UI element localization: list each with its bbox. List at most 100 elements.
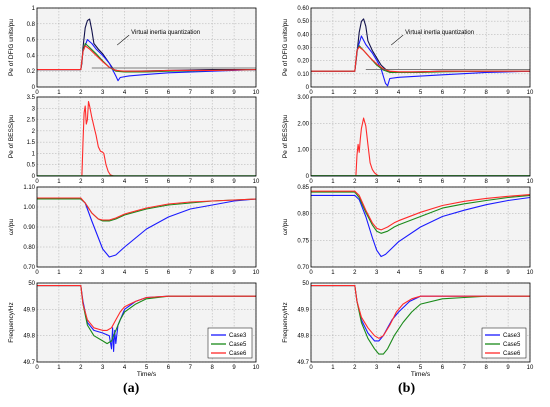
x-tick-label: 10 bbox=[527, 90, 534, 96]
x-tick-label: 8 bbox=[485, 270, 489, 276]
y-tick-label: 3.5 bbox=[27, 95, 36, 101]
caption-a: (a) bbox=[123, 381, 140, 396]
y-tick-label: 1.00 bbox=[297, 148, 309, 154]
y-tick-label: 0.70 bbox=[23, 265, 35, 271]
x-tick-label: 8 bbox=[485, 365, 489, 371]
series-line-case3 bbox=[311, 194, 531, 258]
x-tick-label: 5 bbox=[419, 270, 423, 276]
x-tick-label: 9 bbox=[506, 365, 510, 371]
plot-frame-a1 bbox=[36, 7, 257, 88]
y-tick-label: 0.2 bbox=[27, 69, 36, 75]
x-tick-label: 2 bbox=[79, 365, 83, 371]
x-tick-label: 8 bbox=[485, 90, 489, 96]
x-tick-label: 1 bbox=[57, 179, 61, 185]
x-tick-label: 4 bbox=[123, 365, 127, 371]
y-tick-label: 49.8 bbox=[297, 334, 309, 340]
x-tick-label: 9 bbox=[232, 270, 236, 276]
series-line-case3 bbox=[37, 198, 257, 258]
y-tick-label: 50 bbox=[302, 281, 309, 287]
x-tick-label: 3 bbox=[375, 270, 379, 276]
x-tick-label: 7 bbox=[463, 365, 467, 371]
x-tick-label: 4 bbox=[397, 365, 401, 371]
plot-frame-b1 bbox=[310, 7, 531, 88]
x-tick-label: 9 bbox=[232, 179, 236, 185]
x-tick-label: 10 bbox=[527, 179, 534, 185]
x-tick-label: 10 bbox=[527, 270, 534, 276]
plot-frame-a2 bbox=[36, 96, 257, 177]
chart-b3: 0.70 0.75 0.80 0.85 0 1 2 3 4 5 6 7 8 9 10 ωr/pu bbox=[282, 185, 534, 276]
y-axis-label: ωr/pu bbox=[282, 218, 289, 235]
chart-a2: 0 0.5 1 1.5 2 2.5 3 3.5 0 1 2 3 4 5 6 7 8 9 10 Pe of BESS/p… bbox=[8, 95, 260, 185]
y-tick-label: 2.5 bbox=[27, 118, 36, 124]
chart-a4: 49.7 49.8 49.9 50 0 1 2 3 4 5 6 7 8 9 10 Frequency/Hz Ti… bbox=[8, 281, 260, 378]
y-axis-label: Pe of DFIG units/pu bbox=[8, 19, 15, 76]
x-tick-label: 1 bbox=[57, 365, 61, 371]
y-tick-label: 0.5 bbox=[27, 163, 36, 169]
y-tick-label: 49.8 bbox=[23, 334, 35, 340]
x-tick-label: 2 bbox=[79, 270, 83, 276]
y-axis-label: Pe of BESS/pu bbox=[8, 114, 15, 158]
y-tick-label: 2 bbox=[32, 129, 36, 135]
x-tick-label: 7 bbox=[463, 179, 467, 185]
x-tick-label: 6 bbox=[167, 90, 171, 96]
x-tick-label: 3 bbox=[101, 179, 105, 185]
x-axis-label: Time/s bbox=[137, 371, 157, 378]
x-tick-label: 4 bbox=[123, 179, 127, 185]
x-tick-label: 0 bbox=[309, 270, 313, 276]
x-tick-label: 6 bbox=[441, 90, 445, 96]
x-tick-label: 9 bbox=[232, 90, 236, 96]
x-tick-label: 4 bbox=[123, 270, 127, 276]
x-tick-label: 4 bbox=[123, 90, 127, 96]
x-tick-label: 1 bbox=[57, 270, 61, 276]
legend-label: Case3 bbox=[503, 333, 521, 339]
legend-label: Case3 bbox=[229, 333, 247, 339]
series-line-case5 bbox=[311, 191, 531, 234]
x-tick-label: 6 bbox=[167, 270, 171, 276]
series-line-case6 bbox=[311, 46, 530, 73]
x-tick-label: 8 bbox=[211, 179, 215, 185]
x-tick-label: 10 bbox=[253, 365, 260, 371]
y-tick-label: 0.8 bbox=[27, 22, 36, 28]
series-line-case6 bbox=[37, 197, 257, 221]
chart-b1: 0 0.10 0.20 0.30 0.40 0.50 0.60 0 1 2 3 4 5 6 7 8 9 10 Pe … bbox=[282, 6, 534, 96]
x-tick-label: 2 bbox=[79, 90, 83, 96]
y-tick-label: 0 bbox=[306, 174, 310, 180]
x-tick-label: 1 bbox=[331, 365, 335, 371]
x-tick-label: 1 bbox=[331, 270, 335, 276]
y-tick-label: 1.00 bbox=[23, 205, 35, 211]
y-tick-label: 0 bbox=[306, 85, 310, 91]
y-tick-label: 1 bbox=[32, 151, 36, 157]
legend-label: Case5 bbox=[503, 342, 521, 348]
y-tick-label: 0.40 bbox=[297, 32, 309, 38]
annotation-label: Virtual inertia quantization bbox=[405, 30, 474, 36]
x-tick-label: 10 bbox=[527, 365, 534, 371]
x-tick-label: 9 bbox=[506, 90, 510, 96]
x-tick-label: 6 bbox=[441, 365, 445, 371]
x-tick-label: 2 bbox=[353, 365, 357, 371]
x-tick-label: 9 bbox=[232, 365, 236, 371]
x-tick-label: 7 bbox=[189, 270, 193, 276]
x-tick-label: 5 bbox=[145, 270, 149, 276]
series-line-case6 bbox=[37, 100, 256, 177]
plot-frame-b2 bbox=[310, 96, 531, 177]
x-tick-label: 4 bbox=[397, 270, 401, 276]
y-tick-label: 0.90 bbox=[23, 225, 35, 231]
y-tick-label: 3.00 bbox=[297, 95, 309, 101]
x-tick-label: 4 bbox=[397, 90, 401, 96]
y-tick-label: 49.9 bbox=[297, 307, 309, 313]
y-axis-label: Pe of DFIG units/pu bbox=[282, 19, 289, 76]
x-tick-label: 3 bbox=[101, 365, 105, 371]
y-tick-label: 3 bbox=[32, 106, 36, 112]
plot-frame-b3 bbox=[310, 186, 531, 268]
x-tick-label: 8 bbox=[485, 179, 489, 185]
x-tick-label: 7 bbox=[463, 270, 467, 276]
x-tick-label: 8 bbox=[211, 365, 215, 371]
x-tick-label: 3 bbox=[375, 365, 379, 371]
series-line-case6 bbox=[311, 117, 530, 177]
y-tick-label: 50 bbox=[28, 281, 35, 287]
x-tick-label: 6 bbox=[441, 270, 445, 276]
x-tick-label: 0 bbox=[309, 90, 313, 96]
series-line-case6 bbox=[311, 285, 530, 339]
x-tick-label: 7 bbox=[189, 365, 193, 371]
